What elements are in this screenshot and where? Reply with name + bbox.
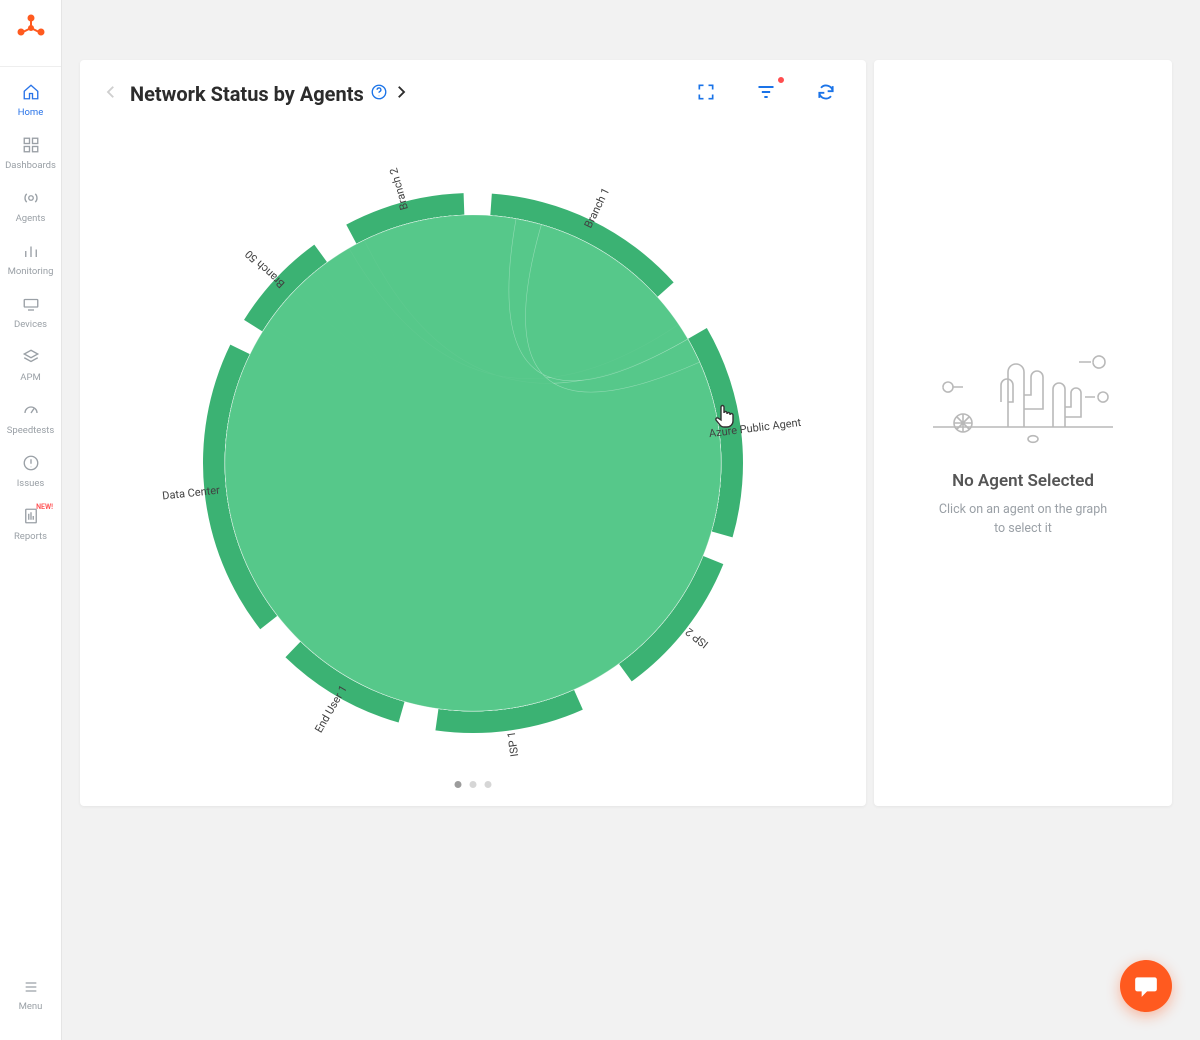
sidebar-divider	[0, 66, 61, 67]
next-chevron-icon[interactable]	[392, 83, 410, 105]
alert-dot-icon	[777, 76, 785, 84]
nav-label: Reports	[14, 531, 47, 542]
chord-ribbon[interactable]	[225, 215, 721, 711]
sidebar-item-issues[interactable]: Issues	[0, 446, 61, 499]
nav-label: Devices	[14, 319, 47, 330]
issues-icon	[21, 454, 41, 476]
chat-icon	[1133, 973, 1159, 999]
sidebar-item-dashboards[interactable]: Dashboards	[0, 128, 61, 181]
sidebar-item-apm[interactable]: APM	[0, 340, 61, 393]
monitoring-icon	[21, 242, 41, 264]
apm-icon	[21, 348, 41, 370]
home-icon	[21, 83, 41, 105]
nav-label: Home	[18, 107, 44, 118]
expand-button[interactable]	[688, 78, 724, 110]
nav-label: Monitoring	[8, 266, 54, 277]
hamburger-icon	[21, 979, 41, 999]
panel-header: Network Status by Agents	[80, 60, 866, 116]
sidebar-item-devices[interactable]: Devices	[0, 287, 61, 340]
pager-dot[interactable]	[455, 781, 462, 788]
sidebar-item-monitoring[interactable]: Monitoring	[0, 234, 61, 287]
devices-icon	[21, 295, 41, 317]
panel-network-status: Network Status by Agents	[80, 60, 866, 806]
nav-label: Issues	[17, 478, 45, 489]
refresh-button[interactable]	[808, 78, 844, 110]
content-area: Network Status by Agents	[62, 0, 1200, 1040]
agents-icon	[21, 189, 41, 211]
app-logo[interactable]	[15, 12, 47, 44]
help-icon[interactable]	[370, 83, 388, 105]
nav-label: Dashboards	[5, 160, 56, 171]
carousel-pager[interactable]	[455, 781, 492, 788]
speedtests-icon	[21, 401, 41, 423]
sidebar-item-home[interactable]: Home	[0, 75, 61, 128]
sidebar: Home Dashboards Agents Monitoring Device…	[0, 0, 62, 1040]
new-badge: NEW!	[36, 503, 53, 511]
chat-fab-button[interactable]	[1120, 960, 1172, 1012]
chord-diagram[interactable]: Azure Public AgentISP 2ISP 1End User 1Da…	[163, 153, 783, 773]
panel-title: Network Status by Agents	[130, 82, 364, 106]
filter-button[interactable]	[748, 78, 784, 110]
pager-dot[interactable]	[470, 781, 477, 788]
pager-dot[interactable]	[485, 781, 492, 788]
prev-chevron-icon[interactable]	[98, 79, 124, 109]
empty-title: No Agent Selected	[952, 471, 1094, 491]
empty-subtitle: Click on an agent on the graph to select…	[933, 501, 1113, 539]
nav-label: Speedtests	[7, 425, 54, 436]
nav-label: Agents	[16, 213, 46, 224]
nav-label: Menu	[19, 1001, 43, 1012]
sidebar-item-speedtests[interactable]: Speedtests	[0, 393, 61, 446]
nav-label: APM	[20, 372, 40, 383]
sidebar-item-menu[interactable]: Menu	[0, 971, 61, 1022]
dashboards-icon	[21, 136, 41, 158]
sidebar-item-agents[interactable]: Agents	[0, 181, 61, 234]
sidebar-item-reports[interactable]: NEW! Reports	[0, 499, 61, 552]
panel-agent-detail: No Agent Selected Click on an agent on t…	[874, 60, 1172, 806]
empty-state-illustration	[923, 327, 1123, 447]
